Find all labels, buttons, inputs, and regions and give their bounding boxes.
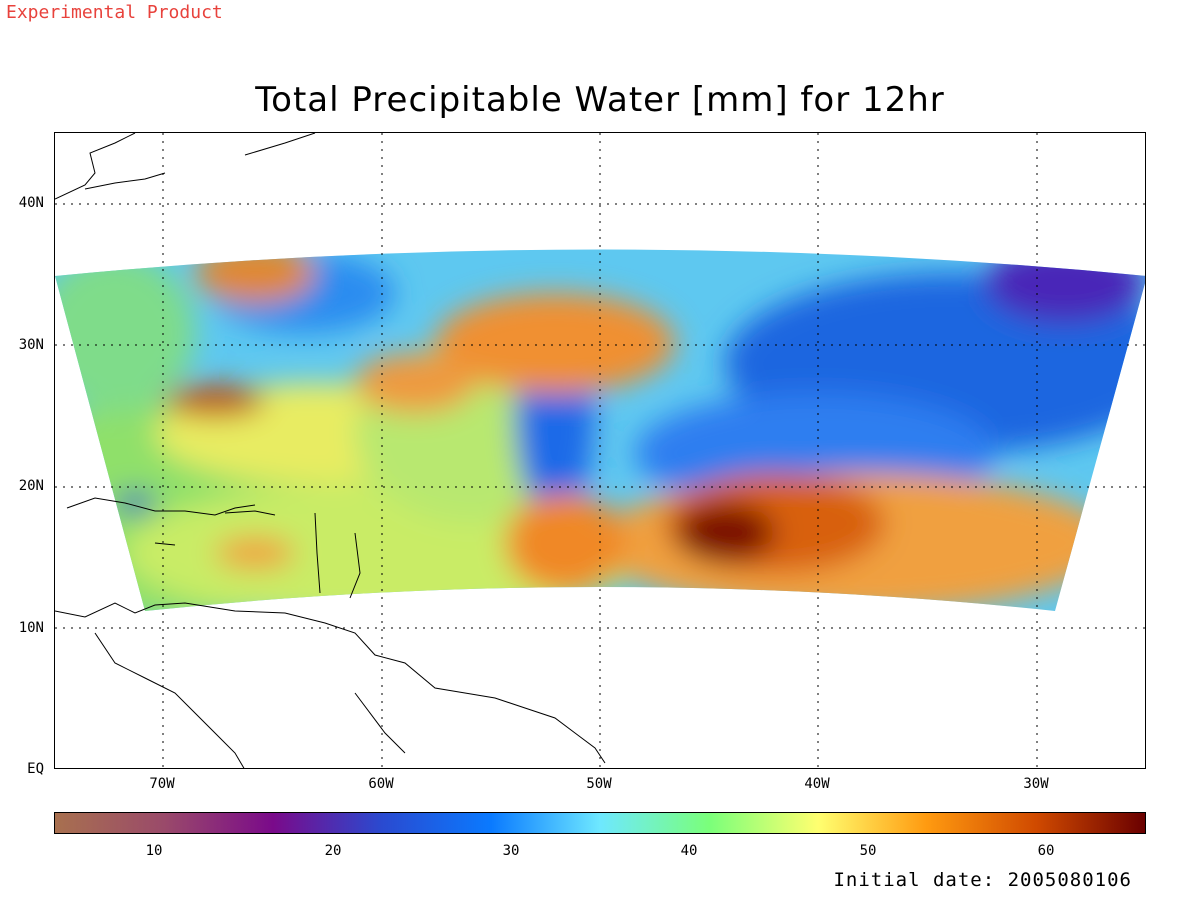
experimental-product-label: Experimental Product — [6, 2, 223, 23]
graticule — [55, 133, 1145, 768]
colorbar-label-20: 20 — [324, 843, 342, 859]
lat-label-40n: 40N — [18, 195, 44, 211]
lon-label-30w: 30W — [1023, 776, 1049, 792]
map-canvas — [55, 133, 1145, 768]
colorbar — [54, 812, 1146, 834]
colorbar-label-30: 30 — [502, 843, 520, 859]
map-title: Total Precipitable Water [mm] for 12hr — [255, 80, 945, 120]
lat-label-eq: EQ — [27, 761, 44, 777]
lon-label-50w: 50W — [586, 776, 612, 792]
lat-label-30n: 30N — [18, 337, 44, 353]
coastlines — [55, 133, 606, 768]
colorbar-label-40: 40 — [680, 843, 698, 859]
lon-label-70w: 70W — [149, 776, 175, 792]
colorbar-label-50: 50 — [859, 843, 877, 859]
colorbar-label-10: 10 — [145, 843, 163, 859]
lon-label-40w: 40W — [804, 776, 830, 792]
lat-label-20n: 20N — [18, 478, 44, 494]
lon-label-60w: 60W — [368, 776, 394, 792]
lat-label-10n: 10N — [18, 620, 44, 636]
colorbar-label-60: 60 — [1037, 843, 1055, 859]
initial-date: Initial date: 2005080106 — [833, 869, 1132, 891]
map-panel — [54, 132, 1146, 769]
